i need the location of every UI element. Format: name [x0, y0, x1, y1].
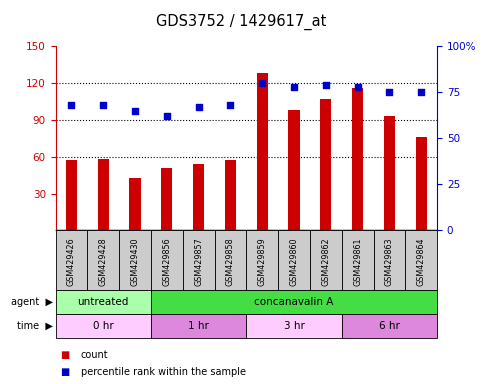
Bar [151, 230, 183, 290]
Point [131, 108, 139, 114]
Text: GSM429859: GSM429859 [258, 237, 267, 286]
Text: GSM429428: GSM429428 [99, 237, 108, 286]
Point [163, 113, 170, 119]
Bar [256, 73, 268, 230]
Bar [352, 88, 363, 230]
Point [385, 89, 393, 95]
Text: 6 hr: 6 hr [379, 321, 400, 331]
Point [99, 102, 107, 108]
Text: GSM429430: GSM429430 [130, 237, 140, 286]
Bar [56, 290, 151, 314]
Point [227, 102, 234, 108]
Point [322, 82, 330, 88]
Bar [288, 110, 299, 230]
Text: agent  ▶: agent ▶ [11, 297, 53, 307]
Bar [98, 159, 109, 230]
Text: ■: ■ [60, 350, 70, 360]
Text: GDS3752 / 1429617_at: GDS3752 / 1429617_at [156, 13, 327, 30]
Bar [310, 230, 342, 290]
Bar [161, 168, 172, 230]
Point [195, 104, 202, 110]
Bar [246, 230, 278, 290]
Text: GSM429861: GSM429861 [353, 237, 362, 286]
Bar [405, 230, 437, 290]
Text: concanavalin A: concanavalin A [255, 297, 334, 307]
Text: count: count [81, 350, 108, 360]
Bar [151, 290, 437, 314]
Text: 0 hr: 0 hr [93, 321, 114, 331]
Bar [342, 314, 437, 338]
Bar [151, 314, 246, 338]
Bar [416, 137, 427, 230]
Text: GSM429857: GSM429857 [194, 237, 203, 286]
Text: ■: ■ [60, 367, 70, 377]
Bar [66, 161, 77, 230]
Bar [384, 116, 395, 230]
Text: GSM429862: GSM429862 [321, 237, 330, 286]
Text: GSM429860: GSM429860 [289, 237, 298, 286]
Bar [320, 99, 331, 230]
Bar [214, 230, 246, 290]
Bar [129, 177, 141, 230]
Bar [183, 230, 214, 290]
Text: percentile rank within the sample: percentile rank within the sample [81, 367, 246, 377]
Bar [119, 230, 151, 290]
Text: GSM429858: GSM429858 [226, 237, 235, 286]
Text: 1 hr: 1 hr [188, 321, 209, 331]
Text: 3 hr: 3 hr [284, 321, 304, 331]
Bar [342, 230, 373, 290]
Point [68, 102, 75, 108]
Bar [373, 230, 405, 290]
Bar [246, 314, 342, 338]
Bar [56, 230, 87, 290]
Text: time  ▶: time ▶ [17, 321, 53, 331]
Text: GSM429426: GSM429426 [67, 237, 76, 286]
Point [354, 84, 361, 90]
Text: GSM429856: GSM429856 [162, 237, 171, 286]
Text: GSM429864: GSM429864 [417, 237, 426, 286]
Point [258, 80, 266, 86]
Bar [225, 161, 236, 230]
Bar [278, 230, 310, 290]
Point [417, 89, 425, 95]
Point [290, 84, 298, 90]
Text: untreated: untreated [78, 297, 129, 307]
Bar [56, 314, 151, 338]
Bar [193, 164, 204, 230]
Text: GSM429863: GSM429863 [385, 237, 394, 286]
Bar [87, 230, 119, 290]
